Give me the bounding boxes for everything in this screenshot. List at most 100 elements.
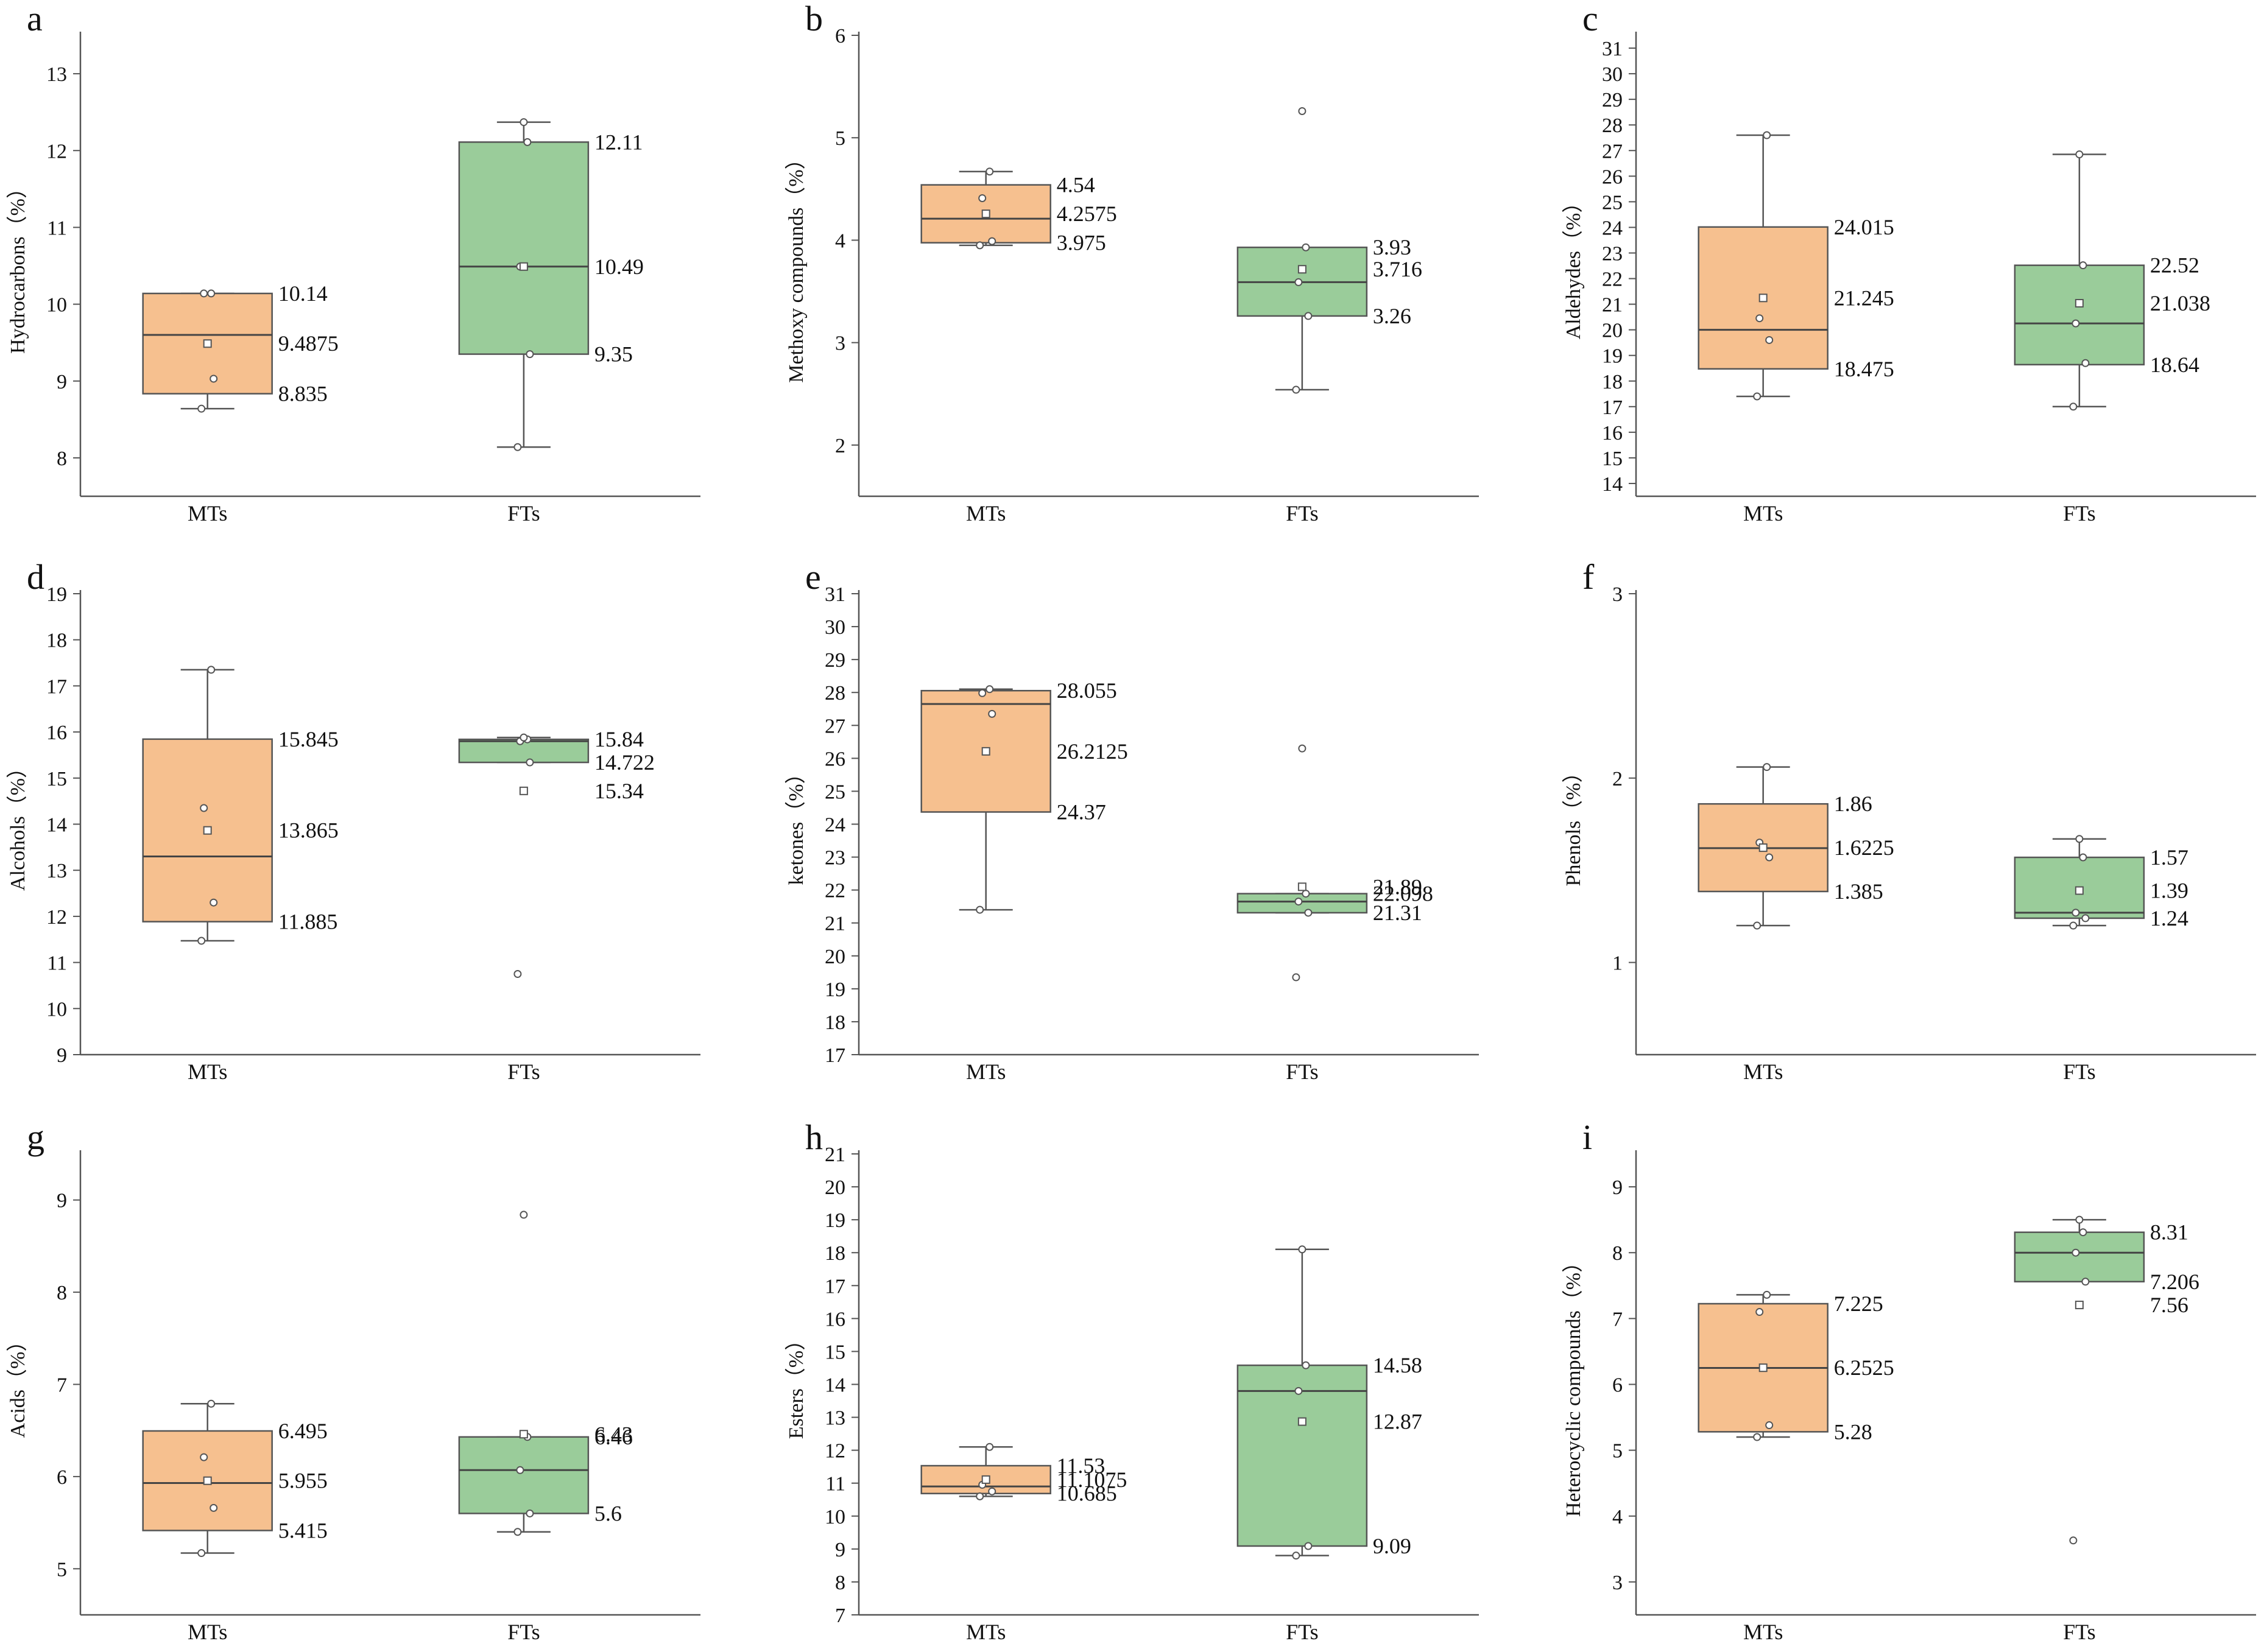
data-point — [197, 404, 206, 413]
data-point — [2069, 921, 2078, 930]
stat-label: 24.37 — [1057, 800, 1106, 824]
stat-label: 1.86 — [1834, 792, 1872, 816]
panel-letter: c — [1582, 0, 1598, 38]
data-point — [1765, 853, 1774, 862]
data-point — [1302, 243, 1310, 251]
data-point — [2081, 359, 2090, 367]
box-MTs: 15.845 13.865 11.885 — [142, 666, 339, 945]
panel-c: c 14 15 16 17 18 19 20 21 22 23 24 25 26 27 28 29 30 31 Ald… — [1562, 0, 2256, 525]
data-point — [1294, 898, 1303, 906]
y-tick-label: 26 — [825, 748, 845, 770]
box-iqr — [1236, 893, 1368, 914]
stat-label: 8.31 — [2150, 1220, 2188, 1245]
data-point — [1763, 763, 1771, 772]
stat-label: 5.955 — [278, 1469, 328, 1493]
box-iqr — [2014, 264, 2145, 366]
y-tick-label: 16 — [1602, 422, 1623, 445]
panel-e: e 17 18 19 20 21 22 23 24 25 26 27 28 29 30 31 ketones（%… — [785, 557, 1479, 1084]
stat-label: 28.055 — [1057, 678, 1117, 703]
y-tick-label: 15 — [1602, 448, 1623, 470]
data-point — [1753, 1433, 1761, 1441]
data-point — [526, 1509, 534, 1517]
data-point — [207, 1399, 216, 1408]
stat-label: 1.24 — [2150, 906, 2188, 930]
x-category-label: MTs — [188, 1620, 228, 1644]
data-point — [197, 1549, 206, 1558]
y-tick-label: 15 — [825, 1341, 845, 1363]
x-category-label: MTs — [966, 1060, 1006, 1084]
data-point — [1294, 1387, 1303, 1395]
stat-label: 1.6225 — [1834, 835, 1894, 860]
y-tick-label: 13 — [46, 860, 67, 882]
panel-g: g 5 6 7 8 9 Acids（%） 6.495 5.955 5.415 MTs 6.466.43… — [6, 1117, 700, 1644]
stat-label: 4.2575 — [1057, 202, 1117, 226]
y-tick-label: 17 — [825, 1044, 845, 1067]
box-FTs: 15.84 15.34 14.722 — [458, 727, 655, 979]
y-tick-label: 13 — [825, 1407, 845, 1430]
y-tick-label: 16 — [46, 722, 67, 744]
y-axis-label: ketones（%） — [785, 763, 808, 885]
box-iqr — [458, 1436, 590, 1514]
y-axis-label: Alcohols（%） — [6, 757, 29, 891]
data-point — [1763, 131, 1771, 139]
box-MTs: 4.54 4.2575 3.975 — [920, 167, 1117, 255]
data-point — [1292, 385, 1300, 394]
x-category-label: FTs — [2063, 1620, 2096, 1644]
data-point — [2075, 1215, 2084, 1224]
y-tick-label: 11 — [825, 1473, 845, 1496]
x-category-label: FTs — [507, 501, 540, 525]
data-point — [1298, 744, 1307, 753]
stat-label: 13.865 — [278, 818, 339, 843]
data-point — [1292, 973, 1300, 982]
y-tick-label: 8 — [835, 1572, 845, 1594]
data-point — [526, 758, 534, 767]
panel-letter: i — [1582, 1117, 1592, 1157]
stat-label: 9.4875 — [278, 331, 339, 356]
y-tick-label: 18 — [825, 1242, 845, 1265]
mean-marker — [981, 209, 990, 219]
mean-marker — [1297, 265, 1307, 274]
mean-marker — [2075, 1301, 2084, 1310]
mean-marker — [981, 747, 990, 756]
data-point — [986, 685, 994, 694]
stat-label: 12.11 — [594, 130, 643, 154]
y-tick-label: 28 — [825, 682, 845, 705]
y-tick-label: 24 — [1602, 217, 1623, 239]
data-point — [2072, 319, 2080, 328]
y-tick-label: 17 — [46, 675, 67, 698]
y-tick-label: 9 — [1612, 1176, 1623, 1199]
data-point — [207, 289, 216, 298]
mean-marker — [519, 1430, 528, 1439]
stat-label: 21.89 — [1373, 874, 1422, 899]
panel-d: d910111213141516171819Alcohols（%）15.8451… — [6, 557, 700, 1084]
data-point — [513, 970, 522, 979]
y-tick-label: 28 — [1602, 114, 1623, 137]
mean-marker — [1297, 882, 1307, 891]
y-axis-label: Acids（%） — [6, 1331, 29, 1438]
y-tick-label: 13 — [46, 63, 67, 86]
data-point — [1302, 890, 1310, 898]
data-point — [520, 733, 528, 742]
mean-marker — [203, 339, 212, 348]
panel-letter: d — [27, 557, 44, 597]
box-FTs: 8.31 7.567.206 — [2014, 1215, 2199, 1545]
y-tick-label: 1 — [1612, 952, 1623, 975]
data-point — [200, 1453, 208, 1461]
y-tick-label: 30 — [825, 616, 845, 639]
y-tick-label: 7 — [57, 1374, 67, 1397]
data-point — [986, 167, 994, 176]
stat-label: 9.35 — [594, 342, 633, 367]
stat-label: 1.385 — [1834, 879, 1883, 904]
stat-label: 15.84 — [594, 727, 644, 751]
stat-label: 7.225 — [1834, 1292, 1883, 1316]
data-point — [1765, 1421, 1774, 1430]
box-MTs: 1.86 1.6225 1.385 — [1698, 763, 1894, 930]
data-point — [200, 804, 208, 812]
y-tick-label: 26 — [1602, 166, 1623, 188]
box-FTs: 1.57 1.39 1.24 — [2014, 835, 2188, 930]
panel-i: i 3 4 5 6 7 8 9 Heterocyclic compounds（%） 7.225 6.… — [1562, 1117, 2256, 1644]
x-category-label: MTs — [1743, 1620, 1783, 1644]
x-category-label: FTs — [1286, 1620, 1319, 1644]
panel-letter: a — [27, 0, 43, 38]
